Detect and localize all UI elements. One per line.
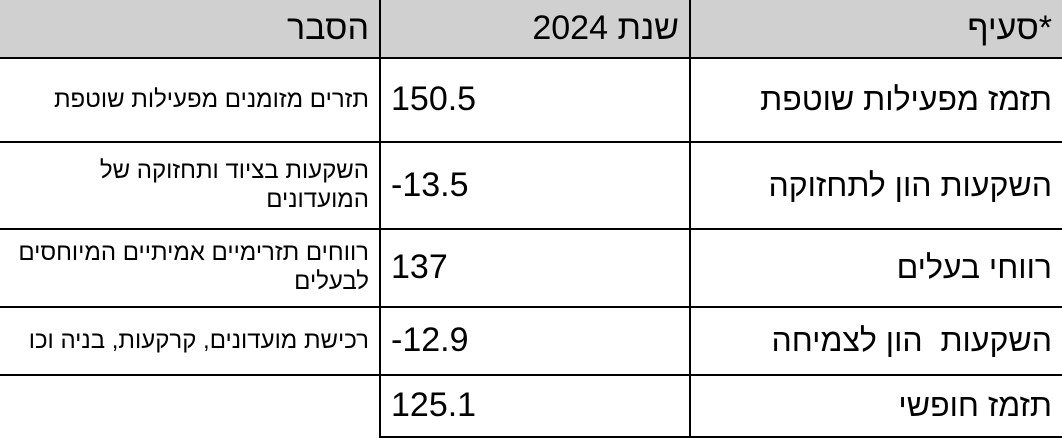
table-row: תזמז חופשי 125.1 <box>0 374 1062 438</box>
row-explanation <box>0 374 381 437</box>
table-body: תזמז מפעילות שוטפת 150.5 תזרים מזומנים מ… <box>0 57 1062 438</box>
table-header-row: *סעיף שנת 2024 הסבר <box>0 0 1062 59</box>
row-item-label: תזמז חופשי <box>689 374 1062 438</box>
table-header: *סעיף שנת 2024 הסבר <box>0 0 1062 59</box>
row-item-label: השקעות הון לצמיחה <box>689 306 1062 376</box>
row-explanation: רכישת מועדונים, קרקעות, בניה וכו <box>0 306 381 376</box>
row-explanation: רווחים תזרימיים אמיתיים המיוחסים לבעלים <box>0 228 381 308</box>
row-item-label: רווחי בעלים <box>689 228 1062 308</box>
row-item-label: השקעות הון לתחזוקה <box>689 141 1062 230</box>
row-value: 125.1 <box>379 374 691 438</box>
row-explanation: השקעות בציוד ותחזוקה של המועדונים <box>0 141 381 230</box>
row-value: -12.9 <box>379 306 691 376</box>
column-header-year: שנת 2024 <box>379 0 691 59</box>
row-value: 137 <box>379 228 691 308</box>
table-row: רווחי בעלים 137 רווחים תזרימיים אמיתיים … <box>0 228 1062 308</box>
table-row: השקעות הון לתחזוקה -13.5 השקעות בציוד ות… <box>0 141 1062 230</box>
table-row: תזמז מפעילות שוטפת 150.5 תזרים מזומנים מ… <box>0 57 1062 143</box>
column-header-item: *סעיף <box>689 0 1062 59</box>
row-value: 150.5 <box>379 57 691 143</box>
row-item-label: תזמז מפעילות שוטפת <box>689 57 1062 143</box>
column-header-explanation: הסבר <box>0 0 381 59</box>
row-explanation: תזרים מזומנים מפעילות שוטפת <box>0 57 381 143</box>
row-value: -13.5 <box>379 141 691 230</box>
table-row: השקעות הון לצמיחה -12.9 רכישת מועדונים, … <box>0 306 1062 376</box>
